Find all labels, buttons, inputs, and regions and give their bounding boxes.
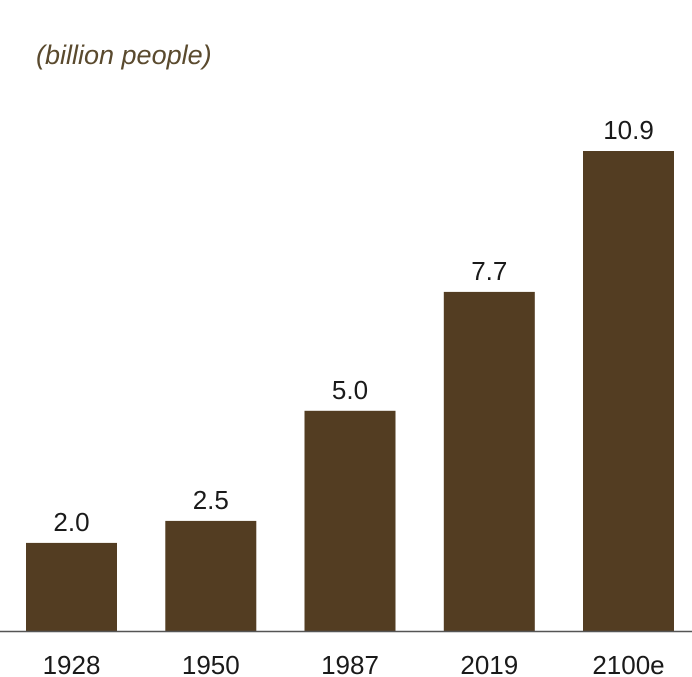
value-label-1950: 2.5 bbox=[193, 485, 229, 515]
chart-subtitle: (billion people) bbox=[36, 40, 212, 70]
bar-1987 bbox=[304, 410, 396, 631]
x-tick-label-1928: 1928 bbox=[43, 650, 101, 677]
bar-2100e bbox=[583, 151, 674, 631]
x-tick-label-2100e: 2100e bbox=[592, 650, 664, 677]
x-tick-label-2019: 2019 bbox=[460, 650, 518, 677]
tick-labels-layer: 1928 1950 1987 2019 2100e bbox=[43, 650, 665, 677]
x-tick-label-1950: 1950 bbox=[182, 650, 240, 677]
value-label-2100e: 10.9 bbox=[603, 115, 654, 145]
bar-1950 bbox=[165, 520, 257, 631]
value-label-1987: 5.0 bbox=[332, 375, 368, 405]
value-labels-layer: 2.0 2.5 5.0 7.7 10.9 bbox=[53, 115, 653, 537]
value-label-1928: 2.0 bbox=[53, 507, 89, 537]
bar-1928 bbox=[26, 542, 117, 631]
bars-layer bbox=[26, 151, 674, 631]
value-label-2019: 7.7 bbox=[471, 256, 507, 286]
bar-2019 bbox=[443, 291, 535, 631]
x-tick-label-1987: 1987 bbox=[321, 650, 379, 677]
